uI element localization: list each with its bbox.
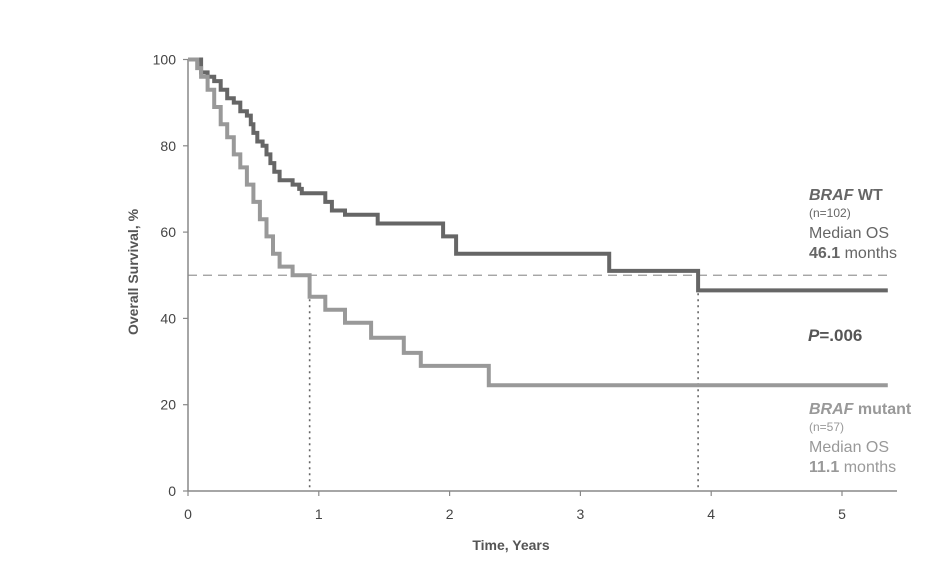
series-line-braf-wt (188, 57, 888, 293)
y-tick-label: 80 (160, 138, 176, 154)
legend-mutant-title: BRAF mutant (809, 400, 911, 420)
y-tick-label: 100 (153, 52, 177, 68)
series-line-braf-mutant (188, 57, 888, 388)
x-tick-label: 5 (838, 506, 846, 522)
y-axis-title: Overall Survival, % (125, 208, 141, 335)
legend-mutant-median-unit: months (839, 459, 897, 476)
y-tick-label: 20 (160, 397, 176, 413)
legend-mutant-median-label: Median OS (809, 439, 890, 456)
x-tick-label: 0 (184, 506, 192, 522)
legend-mutant-median-number: 11.1 (809, 459, 840, 476)
legend-wt-title: BRAF WT (809, 186, 897, 206)
legend-wt-n: (n=102) (809, 206, 851, 220)
p-value-symbol: P (808, 326, 820, 345)
p-value: P=.006 (808, 326, 862, 346)
x-axis-title: Time, Years (472, 537, 550, 553)
legend-mutant-gene: BRAF (809, 401, 854, 418)
x-tick-label: 3 (577, 506, 585, 522)
legend-wt-median-number: 46.1 (809, 245, 841, 262)
legend-wt-gene: BRAF (809, 187, 854, 204)
legend-wt: BRAF WT (n=102) Median OS 46.1 months (809, 186, 897, 264)
legend-mutant-label: mutant (853, 401, 912, 418)
legend-wt-median-value: 46.1 months (809, 244, 897, 264)
legend-wt-label: WT (853, 187, 883, 204)
legend-mutant-n: (n=57) (809, 420, 845, 434)
legend-mutant: BRAF mutant (n=57) Median OS 11.1 months (809, 400, 911, 478)
legend-wt-median-unit: months (840, 245, 898, 262)
y-tick-label: 60 (160, 224, 176, 240)
p-value-number: =.006 (819, 326, 863, 345)
legend-wt-median-label: Median OS (809, 225, 890, 242)
y-tick-label: 40 (160, 310, 176, 326)
x-tick-label: 2 (446, 506, 454, 522)
x-tick-label: 4 (707, 506, 715, 522)
legend-mutant-median-value: 11.1 months (809, 458, 911, 478)
y-tick-label: 0 (168, 483, 176, 499)
x-tick-label: 1 (315, 506, 323, 522)
